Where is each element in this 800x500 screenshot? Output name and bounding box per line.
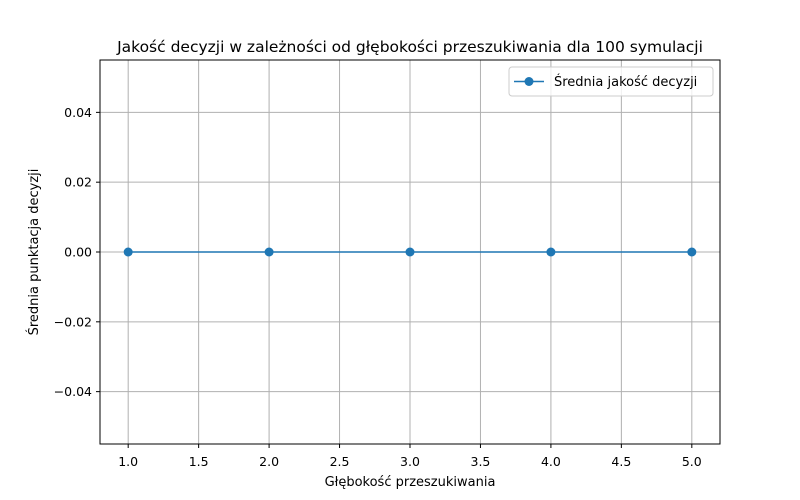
y-tick-label: 0.02	[64, 175, 92, 190]
legend-box	[508, 66, 714, 97]
data-point	[123, 247, 133, 257]
chart-title: Jakość decyzji w zależności od głębokośc…	[116, 38, 703, 56]
data-point	[687, 247, 697, 257]
x-tick-label: 5.0	[682, 454, 702, 469]
data-point	[546, 247, 556, 257]
series-layer	[123, 247, 697, 257]
x-axis-label: Głębokość przeszukiwania	[325, 475, 496, 490]
x-tick-label: 4.0	[541, 454, 561, 469]
x-tick-label: 4.5	[611, 454, 631, 469]
x-tick-label: 1.0	[118, 454, 138, 469]
y-axis-ticks: −0.04 −0.02 0.00 0.02 0.04	[54, 105, 100, 399]
legend: Średnia jakość decyzji	[508, 66, 714, 97]
y-tick-label: 0.00	[64, 245, 92, 260]
legend-label: Średnia jakość decyzji	[554, 74, 697, 90]
y-axis-label: Średnia punktacja decyzji	[26, 169, 42, 336]
x-tick-label: 3.0	[400, 454, 420, 469]
x-tick-label: 2.0	[259, 454, 279, 469]
x-axis-ticks: 1.0 1.5 2.0 2.5 3.0 3.5 4.0 4.5 5.0	[118, 444, 702, 469]
y-tick-label: 0.04	[64, 105, 92, 120]
legend-marker	[524, 77, 534, 86]
y-tick-label: −0.04	[54, 384, 92, 399]
x-tick-label: 3.5	[471, 454, 491, 469]
data-point	[405, 247, 415, 257]
data-point	[264, 247, 274, 257]
y-tick-label: −0.02	[54, 314, 92, 329]
x-tick-label: 1.5	[189, 454, 209, 469]
x-tick-label: 2.5	[330, 454, 350, 469]
